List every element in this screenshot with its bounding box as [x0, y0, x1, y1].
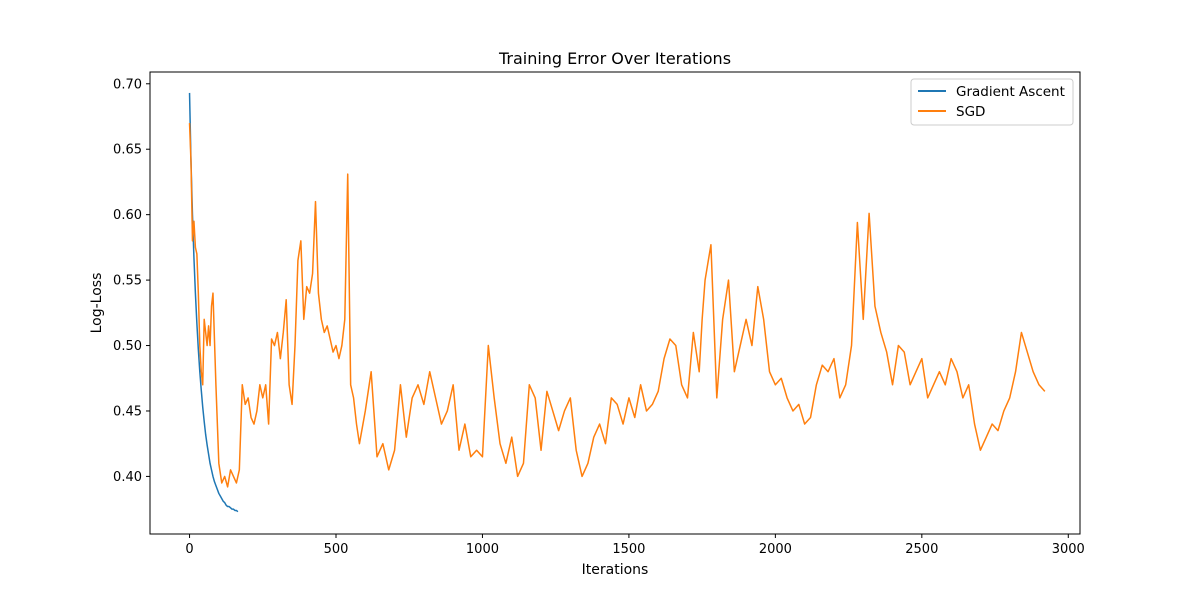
- plot-frame: [149, 71, 1081, 535]
- x-tick-label: 0: [185, 542, 193, 557]
- x-axis-label: Iterations: [582, 562, 649, 578]
- y-tick-label: 0.55: [113, 274, 142, 289]
- x-tick-label: 1000: [466, 542, 499, 557]
- x-tick-label: 2500: [905, 542, 938, 557]
- chart-title: Training Error Over Iterations: [498, 49, 731, 68]
- series-line-sgd: [188, 123, 1046, 488]
- y-tick-label: 0.60: [113, 208, 142, 223]
- x-tick-label: 1500: [612, 542, 645, 557]
- y-tick-label: 0.50: [113, 339, 142, 354]
- y-axis-label: Log-Loss: [89, 273, 105, 334]
- legend-box: [910, 78, 1074, 126]
- y-axis: 0.40 0.45 0.50 0.55 0.60 0.65 0.70: [113, 77, 150, 485]
- y-tick-label: 0.70: [113, 77, 142, 92]
- y-tick-label: 0.45: [113, 404, 142, 419]
- series-line-gradient-ascent: [188, 92, 239, 513]
- legend: Gradient Ascent SGD: [910, 78, 1074, 126]
- y-tick-label: 0.40: [113, 470, 142, 485]
- x-tick-label: 500: [324, 542, 349, 557]
- legend-label-gradient-ascent: Gradient Ascent: [956, 84, 1065, 100]
- x-axis: 0 500 1000 1500 2000 2500 3000: [185, 534, 1085, 557]
- series-layer: [188, 92, 1046, 513]
- legend-label-sgd: SGD: [956, 104, 985, 120]
- x-tick-label: 2000: [759, 542, 792, 557]
- x-tick-label: 3000: [1052, 542, 1085, 557]
- y-tick-label: 0.65: [113, 143, 142, 158]
